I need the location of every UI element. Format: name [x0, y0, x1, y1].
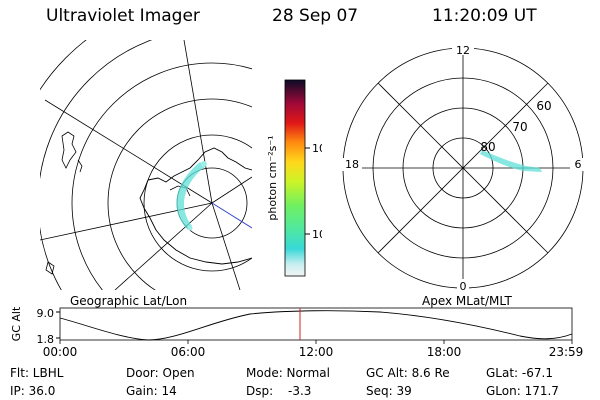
lat-label: 70: [512, 120, 527, 134]
filter-status: Flt: LBHL: [10, 366, 64, 380]
aurora-emission: [480, 150, 542, 172]
xtick-label: 06:00: [171, 345, 206, 359]
xtick-label: 12:00: [299, 345, 334, 359]
dsp-value: -3.3: [288, 384, 312, 398]
mlt-label-left: 18: [345, 158, 359, 171]
coastline: [77, 159, 83, 173]
gc-alt-status: GC Alt: 8.6 Re: [366, 366, 450, 380]
lat-circle: [40, 40, 87, 91]
lat-label: 60: [536, 99, 551, 113]
colorbar: 100 10 photon cm⁻²s⁻¹: [266, 79, 322, 277]
dsp-label: Dsp:: [246, 384, 274, 398]
lat-circle: [143, 134, 252, 272]
lat-circle: [107, 98, 252, 290]
glon-status: GLon: 171.7: [486, 384, 559, 398]
polar-plot: 12 6 0 18 60 70 80: [342, 44, 584, 293]
lon-line: [211, 202, 241, 290]
xtick-label: 18:00: [427, 345, 462, 359]
lat-circle: [71, 62, 252, 290]
lat-circle: [40, 40, 153, 290]
mlt-line: [377, 82, 549, 254]
polar-panel-label: Apex MLat/MLT: [422, 294, 512, 308]
azimuth-line: [211, 202, 252, 229]
lat-label: 80: [480, 140, 495, 154]
coastline: [61, 131, 77, 169]
gain-status: Gain: 14: [126, 384, 177, 398]
lon-line: [183, 40, 213, 204]
coastline: [147, 147, 252, 183]
xtick-label: 00:00: [43, 345, 78, 359]
colorbar-tick-label: 100: [312, 142, 322, 155]
aurora-emission: [176, 161, 207, 231]
seq-status: Seq: 39: [366, 384, 412, 398]
geo-panel-label: Geographic Lat/Lon: [70, 294, 188, 308]
date-label: 28 Sep 07: [272, 6, 359, 26]
door-status: Door: Open: [126, 366, 195, 380]
coastline: [45, 261, 55, 275]
time-label: 11:20:09 UT: [432, 6, 537, 26]
glat-status: GLat: -67.1: [486, 366, 553, 380]
instrument-title: Ultraviolet Imager: [46, 6, 200, 26]
mode-status: Mode: Normal: [246, 366, 330, 380]
ytick-label: 1.8: [37, 333, 55, 346]
colorbar-tick-label: 10: [312, 228, 322, 241]
altitude-curve: [59, 310, 573, 341]
lon-line: [211, 176, 252, 204]
orbit-altitude-plot: 9.0 1.8 GC Alt 00:00 06:00 12:00 18:00 2…: [10, 306, 584, 359]
xtick-label: 23:59: [549, 345, 584, 359]
geographic-map: [40, 40, 252, 290]
orbit-ylabel: GC Alt: [10, 306, 23, 341]
ytick-label: 9.0: [37, 307, 55, 320]
colorbar-gradient: [284, 79, 306, 277]
coastline: [139, 179, 252, 265]
mlt-label-top: 12: [456, 44, 470, 57]
mlt-label-right: 6: [575, 158, 582, 171]
mlt-label-bottom: 0: [460, 280, 467, 293]
plot-frame: [59, 307, 573, 341]
ip-status: IP: 36.0: [10, 384, 56, 398]
colorbar-label: photon cm⁻²s⁻¹: [266, 135, 279, 220]
lon-line: [114, 202, 213, 290]
